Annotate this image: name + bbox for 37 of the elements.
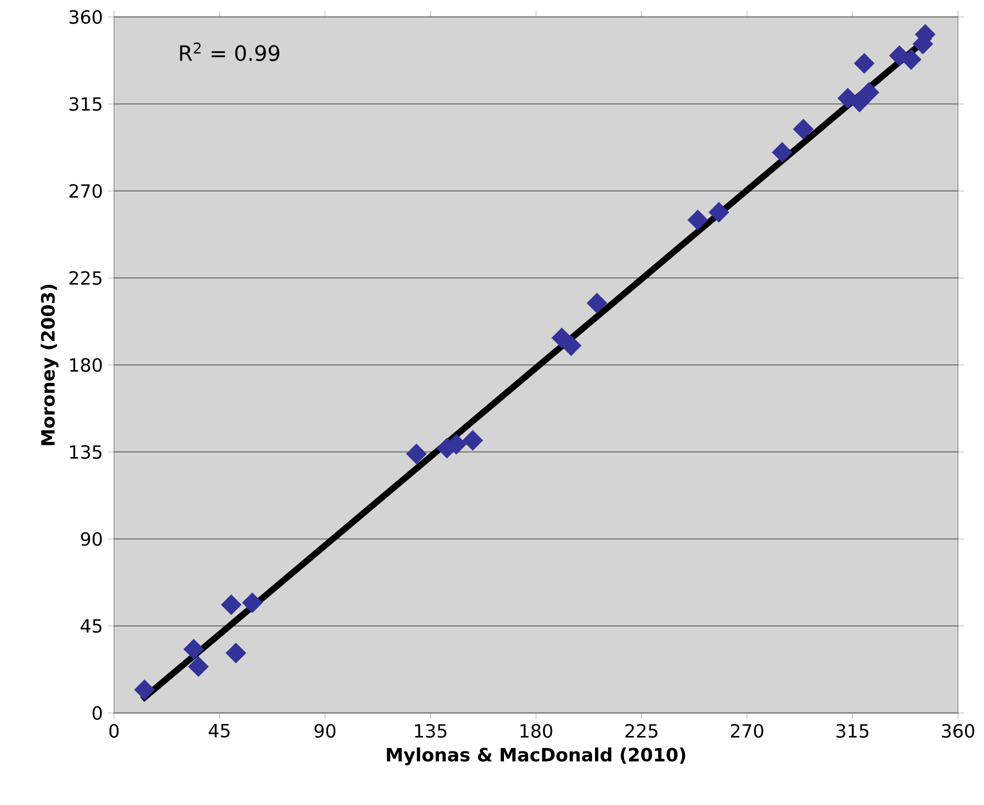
point [406,444,427,464]
y-tick-label: 225 [70,271,102,285]
y-tick-label: 90 [80,532,102,546]
y-tick-label: 315 [70,97,102,111]
point [242,592,263,614]
y-axis-title: Moroney (2003) [40,284,59,446]
point [183,638,204,660]
y-tick-label: 360 [70,10,102,24]
point [586,292,608,314]
x-tick-label: 135 [415,724,446,738]
x-tick-label: 90 [314,724,336,738]
point [854,53,874,74]
point [772,142,792,163]
x-tick-label: 180 [520,724,552,738]
x-axis-title: Mylonas & MacDonald (2010) [386,747,686,766]
point [188,656,209,677]
point [462,430,483,451]
y-tick-label: 135 [70,445,102,459]
y-tick-label: 0 [92,706,102,720]
point [688,210,708,230]
x-tick-label: 45 [208,724,230,738]
point [858,82,880,103]
point [226,642,246,664]
y-tick-label: 180 [70,358,102,372]
annotation: R$^{2}$ = 0.99 [180,42,280,62]
y-tick-label: 45 [80,619,102,633]
x-tick-label: 270 [730,724,764,738]
x-tick-label: 225 [625,724,658,738]
point [134,680,155,700]
x-tick-label: 0 [109,724,119,738]
point [560,335,582,356]
point [221,594,242,615]
x-tick-label: 315 [836,724,868,738]
point [793,118,814,140]
x-tick-label: 360 [942,724,974,738]
y-tick-label: 270 [70,184,102,198]
point [708,202,730,222]
